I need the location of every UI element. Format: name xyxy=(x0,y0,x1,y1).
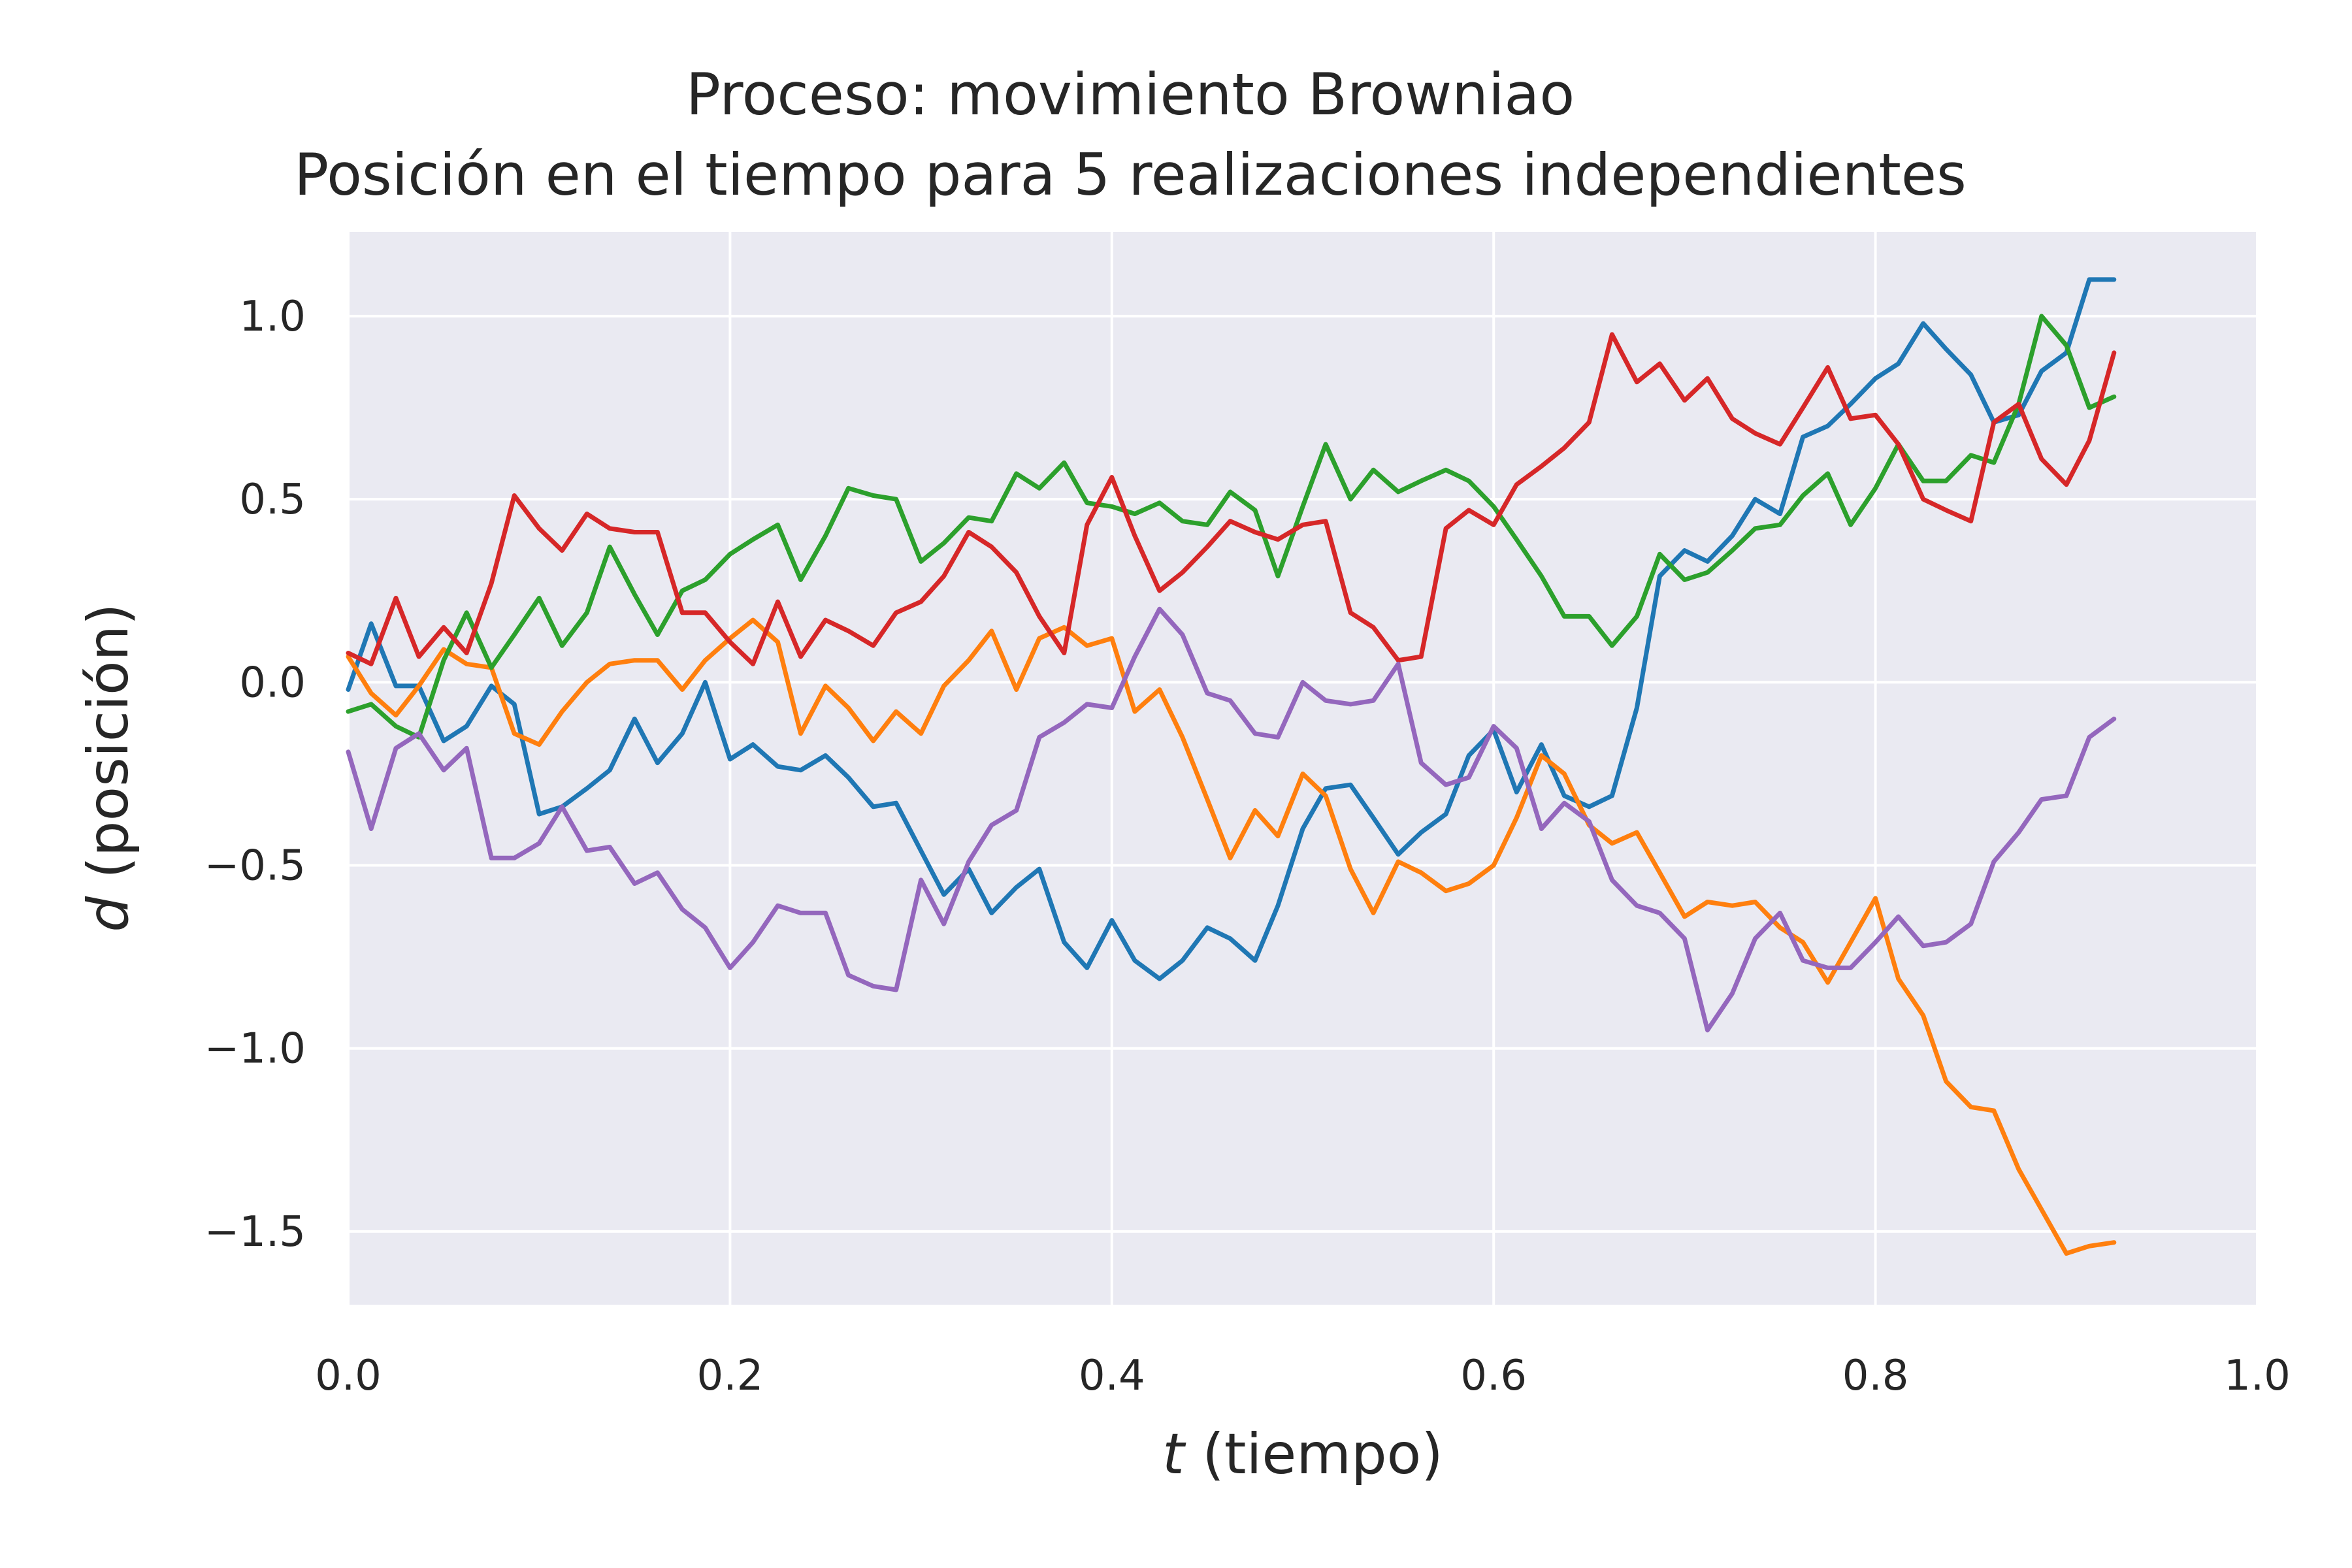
grid xyxy=(347,232,2259,1305)
x-tick-label: 1.0 xyxy=(2224,1352,2291,1400)
x-axis-label-var: t xyxy=(1162,1422,1186,1487)
x-axis-label: t (tiempo) xyxy=(1162,1422,1443,1487)
x-tick-label: 0.4 xyxy=(1079,1352,1145,1400)
series-line-2 xyxy=(346,617,2117,1256)
chart-title-line-1: Proceso: movimiento Browniao xyxy=(686,61,1575,128)
series-line-5 xyxy=(346,606,2117,1033)
x-tick-label: 0.6 xyxy=(1460,1352,1527,1400)
y-tick-label: −1.5 xyxy=(204,1208,306,1256)
y-ticks: 1.0 0.5 0.0 −0.5 −1.0 −1.5 xyxy=(204,293,306,1256)
y-axis-label-rest: (posición) xyxy=(76,603,141,896)
series-line-4 xyxy=(346,332,2117,666)
x-tick-label: 0.2 xyxy=(697,1352,764,1400)
x-ticks: 0.0 0.2 0.4 0.6 0.8 1.0 xyxy=(315,1352,2291,1400)
y-tick-label: 1.0 xyxy=(239,293,306,341)
x-tick-label: 0.8 xyxy=(1842,1352,1909,1400)
y-axis-label: d (posición) xyxy=(76,603,141,932)
series-layer xyxy=(346,277,2117,1256)
plot-area xyxy=(348,232,2257,1305)
y-tick-label: −0.5 xyxy=(204,842,306,890)
series-line-1 xyxy=(346,277,2117,981)
x-tick-label: 0.0 xyxy=(315,1352,382,1400)
y-axis-label-var: d xyxy=(76,896,141,932)
y-tick-label: −1.0 xyxy=(204,1025,306,1073)
y-tick-label: 0.0 xyxy=(239,659,306,707)
y-tick-label: 0.5 xyxy=(239,476,306,524)
series-line-3 xyxy=(346,314,2117,740)
chart-title-line-2: Posición en el tiempo para 5 realizacion… xyxy=(294,141,1967,208)
x-axis-label-rest: (tiempo) xyxy=(1184,1422,1443,1487)
